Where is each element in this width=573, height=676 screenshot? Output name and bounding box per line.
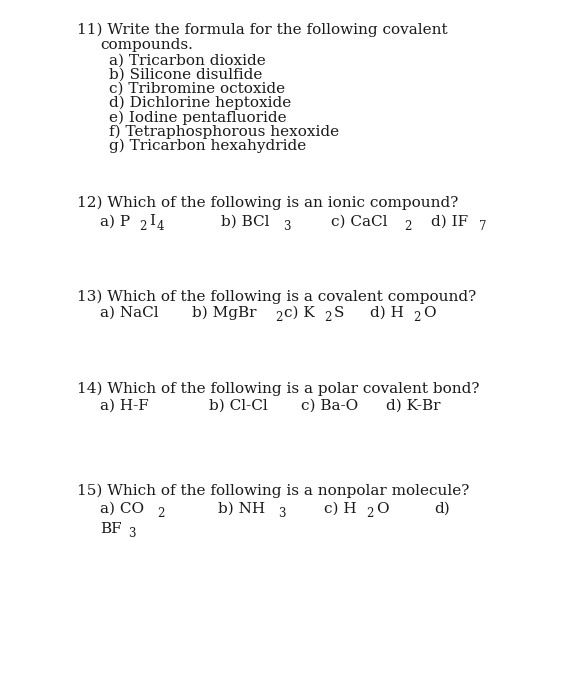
- Text: c) Tribromine octoxide: c) Tribromine octoxide: [109, 82, 285, 96]
- Text: compounds.: compounds.: [100, 38, 193, 52]
- Text: O: O: [376, 502, 388, 516]
- Text: 4: 4: [156, 220, 164, 233]
- Text: d) K-Br: d) K-Br: [386, 399, 440, 413]
- Text: 15) Which of the following is a nonpolar molecule?: 15) Which of the following is a nonpolar…: [77, 483, 470, 498]
- Text: I: I: [148, 214, 155, 228]
- Text: 2: 2: [139, 220, 147, 233]
- Text: BF: BF: [100, 522, 122, 536]
- Text: b) BCl: b) BCl: [221, 214, 269, 228]
- Text: 11) Write the formula for the following covalent: 11) Write the formula for the following …: [77, 23, 448, 37]
- Text: S: S: [333, 306, 344, 320]
- Text: 7: 7: [479, 220, 486, 233]
- Text: d): d): [434, 502, 450, 516]
- Text: c) Ba-O: c) Ba-O: [301, 399, 358, 413]
- Text: d) Dichlorine heptoxide: d) Dichlorine heptoxide: [109, 96, 291, 110]
- Text: 14) Which of the following is a polar covalent bond?: 14) Which of the following is a polar co…: [77, 381, 480, 395]
- Text: 2: 2: [366, 507, 374, 520]
- Text: c) H: c) H: [324, 502, 357, 516]
- Text: 2: 2: [275, 311, 282, 324]
- Text: d) H: d) H: [370, 306, 403, 320]
- Text: e) Iodine pentafluoride: e) Iodine pentafluoride: [109, 110, 286, 124]
- Text: a) CO: a) CO: [100, 502, 144, 516]
- Text: 3: 3: [278, 507, 286, 520]
- Text: 2: 2: [404, 220, 411, 233]
- Text: 2: 2: [324, 311, 331, 324]
- Text: b) Silicone disulfide: b) Silicone disulfide: [109, 68, 262, 82]
- Text: f) Tetraphosphorous hexoxide: f) Tetraphosphorous hexoxide: [109, 124, 339, 139]
- Text: 13) Which of the following is a covalent compound?: 13) Which of the following is a covalent…: [77, 290, 477, 304]
- Text: a) P: a) P: [100, 214, 131, 228]
- Text: c) K: c) K: [284, 306, 315, 320]
- Text: a) H-F: a) H-F: [100, 399, 149, 413]
- Text: d) IF: d) IF: [431, 214, 468, 228]
- Text: g) Tricarbon hexahydride: g) Tricarbon hexahydride: [109, 139, 306, 153]
- Text: 2: 2: [157, 507, 164, 520]
- Text: 12) Which of the following is an ionic compound?: 12) Which of the following is an ionic c…: [77, 196, 459, 210]
- Text: 3: 3: [283, 220, 291, 233]
- Text: b) NH: b) NH: [218, 502, 265, 516]
- Text: c) CaCl: c) CaCl: [331, 214, 388, 228]
- Text: 2: 2: [413, 311, 421, 324]
- Text: b) Cl-Cl: b) Cl-Cl: [209, 399, 268, 413]
- Text: b) MgBr: b) MgBr: [192, 306, 257, 320]
- Text: a) NaCl: a) NaCl: [100, 306, 159, 320]
- Text: a) Tricarbon dioxide: a) Tricarbon dioxide: [109, 53, 266, 68]
- Text: O: O: [423, 306, 435, 320]
- Text: 3: 3: [128, 527, 136, 540]
